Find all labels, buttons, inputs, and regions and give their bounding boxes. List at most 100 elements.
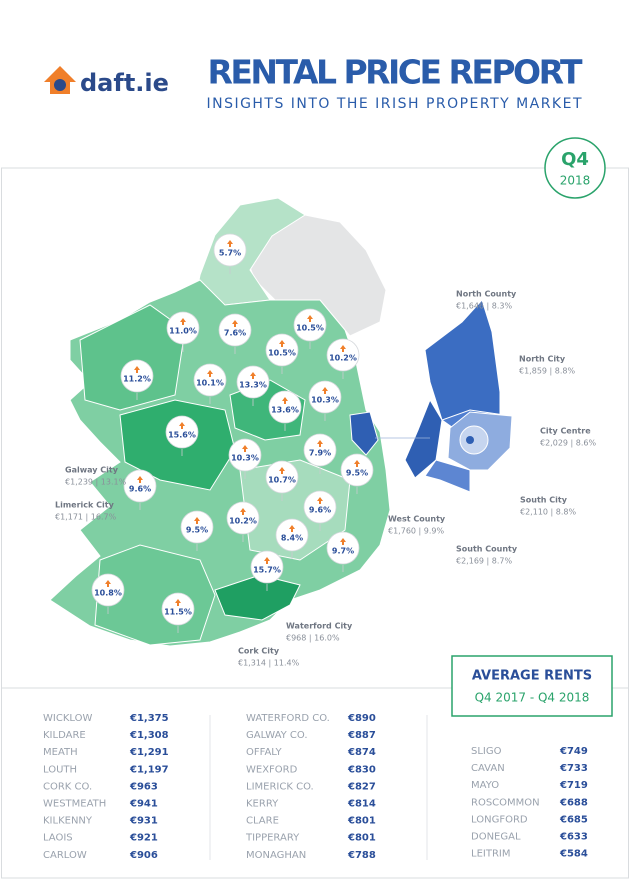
county-name: KERRY xyxy=(246,799,279,810)
legend-title: AVERAGE RENTS xyxy=(472,669,592,684)
bubbles: 5.7% 11.0% 7.6% 10.5% 10.5% 10.2% 11.2% 10.1% 13… xyxy=(91,233,374,633)
county-rent: €827 xyxy=(347,781,376,792)
county-rent: €685 xyxy=(559,814,588,825)
county-name: OFFALY xyxy=(246,747,283,758)
area-detail: €2,110 | 8.8% xyxy=(520,508,576,517)
region-change: 10.2% xyxy=(329,354,357,363)
bubble xyxy=(293,308,327,342)
bubble xyxy=(218,313,252,347)
bubble xyxy=(226,501,260,535)
bubble xyxy=(303,490,337,524)
callouts: Galway City €1,239 | 13.1% Limerick City €1… xyxy=(55,290,596,668)
area-detail: €1,646 | 8.3% xyxy=(456,302,512,311)
arrow-up xyxy=(175,599,181,606)
region-change: 15.7% xyxy=(253,566,281,575)
region-change: 10.3% xyxy=(231,454,259,463)
area-name: Cork City xyxy=(238,647,280,656)
region-change: 9.5% xyxy=(186,526,208,535)
rent-table: WICKLOW €1,375 KILDARE €1,308 MEATH €1,291 LOU… xyxy=(43,713,588,861)
county-rent: €941 xyxy=(129,799,158,810)
region-change: 11.5% xyxy=(164,608,192,617)
city-centre-dot xyxy=(466,436,474,444)
arrow-up xyxy=(307,315,313,322)
county-rent: €733 xyxy=(559,763,588,774)
bubble xyxy=(275,518,309,552)
county-name: TIPPERARY xyxy=(245,833,300,844)
area-name: City Centre xyxy=(540,427,591,436)
county-name: LONGFORD xyxy=(471,814,528,825)
area-detail: €1,314 | 11.4% xyxy=(238,659,300,668)
county-rent: €874 xyxy=(347,747,376,758)
arrow-up xyxy=(207,370,213,377)
region-change: 13.6% xyxy=(271,406,299,415)
county-name: KILKENNY xyxy=(43,816,93,827)
arrow-up xyxy=(137,476,143,483)
county-rent: €1,375 xyxy=(129,713,169,724)
region-change: 10.8% xyxy=(94,589,122,598)
arrow-up xyxy=(180,318,186,325)
arrow-up xyxy=(105,580,111,587)
county-rent: €1,308 xyxy=(129,730,169,741)
badge xyxy=(544,137,606,199)
arrow-up xyxy=(279,340,285,347)
region-change: 13.3% xyxy=(239,381,267,390)
arrow-up xyxy=(227,240,233,247)
arrow-up xyxy=(250,372,256,379)
county-rent: €633 xyxy=(559,832,588,843)
bubble xyxy=(180,510,214,544)
county-name: CLARE xyxy=(246,816,279,827)
west-county xyxy=(404,398,443,479)
arrow-up xyxy=(194,517,200,524)
arrow-up xyxy=(289,525,295,532)
logo-text: daft.ie xyxy=(80,69,169,97)
arrow-up xyxy=(354,460,360,467)
frame xyxy=(1,167,629,879)
region-change: 9.5% xyxy=(346,469,368,478)
area-detail: €2,029 | 8.6% xyxy=(540,439,596,448)
county-name: KILDARE xyxy=(43,730,86,741)
county-name: LIMERICK CO. xyxy=(246,781,314,792)
area-detail: €968 | 16.0% xyxy=(286,634,340,643)
region-change: 7.9% xyxy=(309,449,331,458)
legend-box xyxy=(451,655,613,717)
county-name: CARLOW xyxy=(43,850,87,861)
county-name: WICKLOW xyxy=(43,713,92,724)
bubble xyxy=(165,415,199,449)
badge-year: 2018 xyxy=(560,174,591,188)
county-name: DONEGAL xyxy=(471,832,521,843)
bubble xyxy=(161,592,195,626)
county-name: WEXFORD xyxy=(246,764,298,775)
arrow-up xyxy=(317,440,323,447)
area-name: South City xyxy=(520,496,568,505)
region-shape xyxy=(239,459,351,561)
county-name: MONAGHAN xyxy=(246,850,306,861)
county-rent: €1,197 xyxy=(129,764,169,775)
county-rent: €719 xyxy=(559,780,588,791)
area-detail: €1,171 | 16.7% xyxy=(55,513,117,522)
region-change: 15.6% xyxy=(168,431,196,440)
county-rent: €749 xyxy=(559,746,588,757)
dublin-shape xyxy=(349,411,379,456)
region-change: 5.7% xyxy=(219,249,241,258)
bubble xyxy=(91,573,125,607)
area-name: North County xyxy=(456,290,517,299)
bubble xyxy=(193,363,227,397)
county-rent: €801 xyxy=(347,816,376,827)
arrow-up xyxy=(282,397,288,404)
county-name: ROSCOMMON xyxy=(471,797,540,808)
area-detail: €1,239 | 13.1% xyxy=(65,478,127,487)
county-rent: €814 xyxy=(347,799,376,810)
area-detail: €1,859 | 8.8% xyxy=(519,367,575,376)
badge-quarter: Q4 xyxy=(561,149,589,170)
title: RENTAL PRICE REPORT xyxy=(208,53,583,92)
county-rent: €887 xyxy=(347,730,376,741)
county-rent: €801 xyxy=(347,833,376,844)
dublin-map xyxy=(375,299,513,493)
arrow-up xyxy=(240,508,246,515)
county-name: SLIGO xyxy=(471,746,502,757)
county-name: WESTMEATH xyxy=(43,799,106,810)
region-change: 11.0% xyxy=(169,327,197,336)
bubble xyxy=(213,233,247,267)
region-change: 10.1% xyxy=(196,379,224,388)
